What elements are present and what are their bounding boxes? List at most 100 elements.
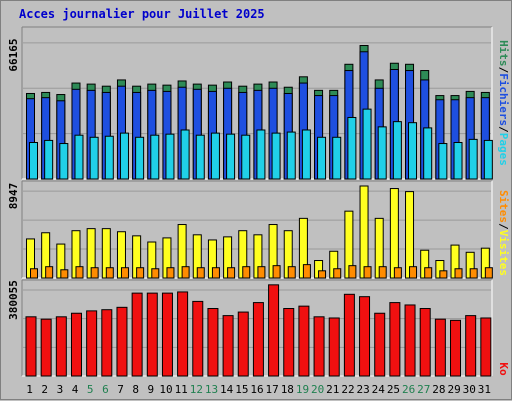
kbytes-bar	[480, 317, 492, 377]
pages-bar	[438, 143, 448, 180]
kbytes-bar	[343, 293, 355, 377]
sites-bar	[302, 264, 311, 279]
kbytes-bar	[131, 292, 143, 377]
kbytes-bar	[268, 284, 280, 377]
kbytes-bar	[192, 300, 204, 377]
day-label: 18	[281, 383, 294, 396]
visits-legend-visites: Visites	[497, 230, 510, 276]
kbytes-bar	[161, 292, 173, 377]
kbytes-bar	[222, 315, 234, 377]
visits-legend: Sites/Visites	[497, 190, 510, 276]
pages-bar	[104, 135, 114, 180]
day-label: 2	[41, 383, 48, 396]
hits-legend-separator: /	[497, 67, 510, 74]
sites-bar	[45, 266, 54, 279]
kbytes-bar	[86, 310, 98, 377]
kbytes-legend-ko: Ko	[497, 362, 510, 376]
pages-bar	[195, 134, 205, 180]
sites-bar	[469, 268, 478, 279]
kbytes-bar	[237, 311, 249, 377]
pages-bar	[180, 129, 190, 180]
pages-bar	[29, 142, 38, 180]
sites-bar	[90, 267, 99, 279]
sites-bar	[484, 267, 493, 279]
pages-bar	[89, 136, 99, 180]
sites-bar	[454, 268, 463, 279]
pages-bar	[468, 138, 478, 180]
kbytes-bar	[283, 308, 295, 377]
day-label: 21	[326, 383, 339, 396]
visits-y-tick-label: 8947	[7, 183, 20, 210]
day-label: 22	[341, 383, 354, 396]
pages-bar	[392, 121, 402, 180]
sites-bar	[60, 269, 69, 279]
day-label: 28	[432, 383, 445, 396]
pages-bar	[317, 136, 327, 180]
day-label: 16	[250, 383, 263, 396]
day-label: 30	[463, 383, 476, 396]
kbytes-bar	[101, 309, 113, 377]
kbytes-bar	[374, 312, 386, 377]
day-label: 27	[417, 383, 430, 396]
kbytes-bar	[25, 316, 37, 377]
sites-bar	[211, 267, 220, 279]
day-label: 8	[132, 383, 139, 396]
pages-bar	[377, 126, 387, 180]
visits-bar	[359, 185, 369, 279]
pages-bar	[332, 136, 342, 180]
visits-legend-separator: /	[497, 223, 510, 230]
sites-bar	[166, 267, 175, 279]
visits-legend-sites: Sites	[497, 190, 510, 223]
sites-bar	[424, 267, 433, 279]
kbytes-bar	[419, 308, 431, 377]
sites-bar	[333, 268, 342, 279]
pages-bar	[59, 143, 69, 180]
kbytes-bar	[146, 292, 158, 377]
sites-bar	[272, 265, 281, 279]
day-label: 14	[220, 383, 234, 396]
pages-bar	[423, 127, 433, 180]
sites-bar	[196, 267, 205, 279]
day-label: 29	[447, 383, 460, 396]
kbytes-y-tick-label: 380055	[7, 280, 20, 320]
sites-bar	[257, 266, 266, 279]
kbytes-bar	[313, 316, 325, 377]
kbytes-bar	[404, 304, 416, 377]
pages-bar	[362, 108, 372, 180]
pages-bar	[74, 134, 84, 180]
kbytes-bar	[55, 316, 67, 377]
pages-bar	[135, 136, 145, 180]
kbytes-bar	[70, 312, 82, 377]
day-label: 23	[357, 383, 370, 396]
kbytes-bar	[359, 296, 371, 377]
kbytes-bar	[298, 305, 310, 377]
day-label: 7	[117, 383, 124, 396]
day-label: 15	[235, 383, 248, 396]
day-label: 17	[266, 383, 279, 396]
day-label: 20	[311, 383, 324, 396]
kbytes-bar	[389, 302, 401, 377]
day-label: 10	[159, 383, 172, 396]
hits-legend-separator: /	[497, 126, 510, 133]
pages-bar	[408, 122, 418, 180]
pages-bar	[210, 132, 220, 180]
sites-bar	[120, 267, 129, 279]
day-label: 4	[72, 383, 79, 396]
kbytes-bar	[116, 306, 128, 377]
kbytes-legend: Ko	[497, 362, 510, 376]
hits-legend: Hits/Fichiers/Pages	[497, 40, 510, 166]
sites-bar	[378, 266, 387, 279]
sites-bar	[393, 267, 402, 279]
kbytes-bar	[465, 315, 477, 377]
hits-y-tick-label: 66165	[7, 38, 20, 71]
day-label: 25	[387, 383, 400, 396]
kbytes-bar	[252, 302, 264, 377]
day-label: 6	[102, 383, 109, 396]
day-label: 13	[205, 383, 218, 396]
pages-bar	[165, 133, 175, 180]
sites-bar	[439, 270, 448, 279]
pages-bar	[150, 134, 160, 180]
pages-bar	[347, 116, 357, 180]
